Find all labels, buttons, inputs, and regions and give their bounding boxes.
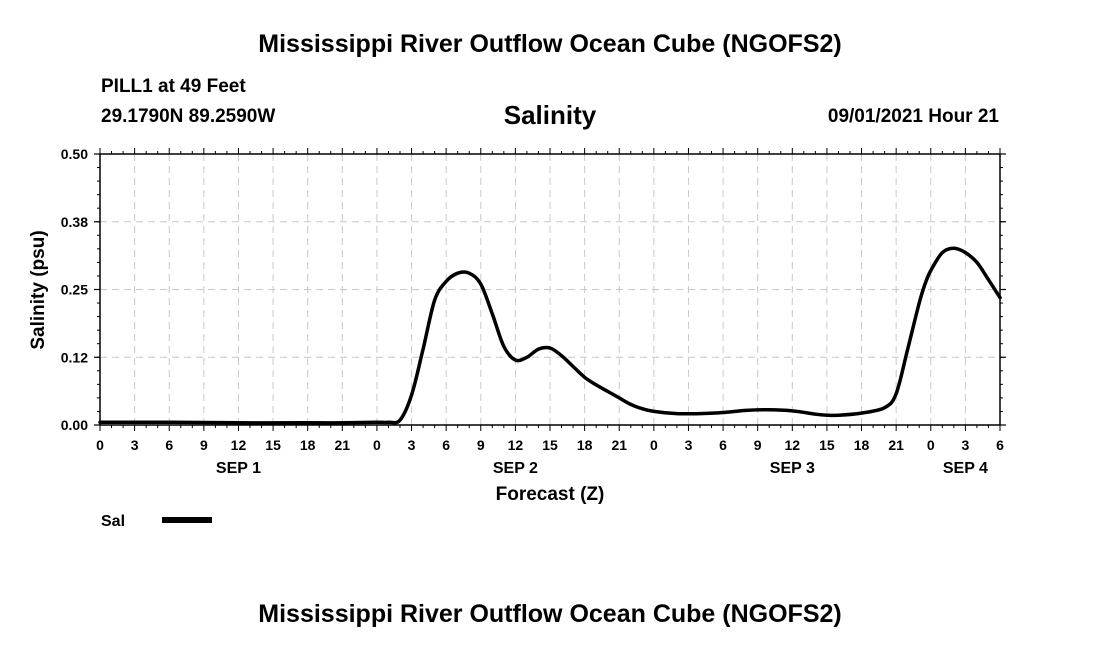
x-tick-label: 3 bbox=[961, 437, 969, 453]
y-tick-label: 0.25 bbox=[61, 282, 88, 298]
x-tick-label: 6 bbox=[165, 437, 173, 453]
y-axis-label: Salinity (psu) bbox=[28, 230, 49, 349]
x-tick-label: 3 bbox=[131, 437, 139, 453]
x-tick-label: 9 bbox=[200, 437, 208, 453]
x-tick-label: 12 bbox=[508, 437, 524, 453]
x-day-label: SEP 2 bbox=[493, 460, 538, 477]
x-tick-label: 21 bbox=[335, 437, 351, 453]
station-coordinates: 29.1790N 89.2590W bbox=[101, 106, 276, 127]
x-tick-label: 9 bbox=[754, 437, 762, 453]
x-tick-label: 3 bbox=[408, 437, 416, 453]
x-tick-label: 6 bbox=[996, 437, 1004, 453]
axis-ticks bbox=[94, 148, 1006, 431]
y-axis-tick-labels: 0.00 0.12 0.25 0.38 0.50 bbox=[61, 146, 88, 433]
x-axis-label: Forecast (Z) bbox=[496, 484, 605, 505]
chart-title-top: Mississippi River Outflow Ocean Cube (NG… bbox=[258, 30, 842, 58]
y-tick-label: 0.50 bbox=[61, 146, 88, 162]
variable-title: Salinity bbox=[503, 100, 597, 130]
x-tick-label: 0 bbox=[373, 437, 381, 453]
x-tick-label: 12 bbox=[785, 437, 801, 453]
x-day-label: SEP 3 bbox=[770, 460, 815, 477]
x-day-label: SEP 4 bbox=[943, 460, 988, 477]
salinity-series-line bbox=[98, 246, 1002, 425]
x-tick-label: 18 bbox=[854, 437, 870, 453]
x-tick-label: 9 bbox=[477, 437, 485, 453]
station-label: PILL1 at 49 Feet bbox=[101, 76, 246, 97]
x-axis-tick-labels: 0 3 6 9 12 15 18 21 0 3 6 9 12 15 18 21 0 3 6 9 12 15 18 21 0 3 6 bbox=[96, 437, 1004, 453]
x-tick-label: 21 bbox=[611, 437, 627, 453]
x-tick-label: 18 bbox=[577, 437, 593, 453]
x-tick-label: 15 bbox=[542, 437, 558, 453]
x-tick-label: 15 bbox=[265, 437, 281, 453]
y-tick-label: 0.00 bbox=[61, 417, 88, 433]
forecast-datetime: 09/01/2021 Hour 21 bbox=[827, 106, 999, 127]
x-tick-label: 12 bbox=[231, 437, 247, 453]
x-tick-label: 0 bbox=[650, 437, 658, 453]
x-tick-label: 6 bbox=[719, 437, 727, 453]
grid bbox=[100, 154, 1000, 425]
x-tick-label: 6 bbox=[442, 437, 450, 453]
x-tick-label: 0 bbox=[96, 437, 104, 453]
x-tick-label: 0 bbox=[927, 437, 935, 453]
x-tick-label: 21 bbox=[888, 437, 904, 453]
y-tick-label: 0.38 bbox=[61, 214, 88, 230]
x-axis-day-labels: SEP 1 SEP 2 SEP 3 SEP 4 bbox=[216, 460, 988, 477]
legend-label: Sal bbox=[101, 513, 125, 530]
chart-title-bottom: Mississippi River Outflow Ocean Cube (NG… bbox=[258, 600, 842, 628]
x-tick-label: 3 bbox=[685, 437, 693, 453]
y-tick-label: 0.12 bbox=[61, 349, 88, 365]
x-day-label: SEP 1 bbox=[216, 460, 261, 477]
x-tick-label: 15 bbox=[819, 437, 835, 453]
x-tick-label: 18 bbox=[300, 437, 316, 453]
